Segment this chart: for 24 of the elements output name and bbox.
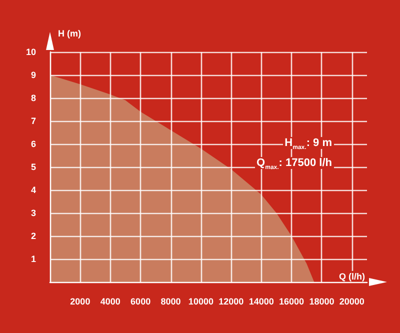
y-axis-title: H (m) — [58, 28, 81, 38]
y-tick-label: 5 — [30, 162, 36, 172]
x-tick-label: 14000 — [248, 296, 274, 306]
x-tick-label: 4000 — [100, 296, 120, 306]
x-tick-label: 12000 — [218, 296, 244, 306]
x-tick-label: 16000 — [279, 296, 304, 306]
annotation: Q$_{max.}$: 17500 l/h — [254, 157, 334, 172]
y-tick-label: 4 — [30, 185, 36, 195]
y-tick-label: 9 — [30, 70, 36, 80]
y-tick-label: 1 — [30, 254, 36, 264]
x-tick-label: 8000 — [160, 296, 181, 306]
x-axis-title: Q (l/h) — [339, 272, 365, 282]
y-tick-label: 2 — [30, 231, 36, 241]
y-tick-label: 7 — [30, 116, 36, 126]
x-tick-label: 18000 — [309, 296, 334, 306]
x-tick-label: 2000 — [70, 296, 90, 306]
x-tick-label: 10000 — [188, 296, 214, 306]
y-tick-label: 6 — [30, 139, 36, 149]
x-tick-label: 6000 — [130, 296, 151, 306]
y-tick-label: 8 — [30, 93, 36, 103]
x-tick-label: 20000 — [339, 296, 364, 306]
annotation: H$_{max.}$: 9 m — [282, 137, 334, 152]
y-tick-label: 10 — [26, 47, 36, 57]
y-tick-label: 3 — [30, 208, 36, 218]
